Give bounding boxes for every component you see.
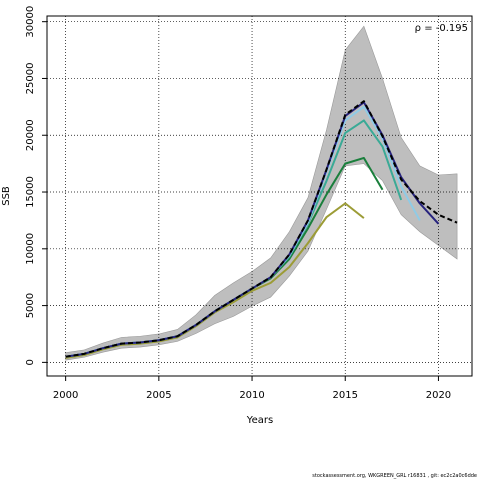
y-tick-label: 25000 bbox=[25, 63, 36, 95]
footer-credit: stockassessment.org, WKGREEN_GRL r16831 … bbox=[312, 473, 477, 479]
x-tick-label: 2015 bbox=[333, 390, 358, 401]
y-axis-label: SSB bbox=[1, 186, 12, 206]
rho-annotation: ρ = -0.195 bbox=[415, 23, 468, 34]
y-tick-label: 30000 bbox=[25, 6, 36, 38]
x-tick-label: 2000 bbox=[53, 390, 78, 401]
x-axis-label: Years bbox=[246, 415, 273, 426]
grid-layer bbox=[47, 16, 472, 376]
x-tick-label: 2020 bbox=[426, 390, 451, 401]
series-line-olive bbox=[65, 202, 365, 359]
series-layer bbox=[65, 100, 458, 359]
y-tick-label: 5000 bbox=[25, 293, 36, 318]
series-line-black bbox=[65, 100, 458, 358]
y-tick-label: 0 bbox=[25, 359, 36, 365]
y-tick-label: 15000 bbox=[25, 176, 36, 208]
y-tick-label: 10000 bbox=[25, 233, 36, 265]
y-tick-label: 20000 bbox=[25, 119, 36, 151]
x-tick-label: 2010 bbox=[239, 390, 264, 401]
plot-frame bbox=[46, 15, 473, 377]
x-axis: 2000 2005 2010 2015 2020 bbox=[53, 376, 451, 401]
x-tick-label: 2005 bbox=[146, 390, 171, 401]
y-axis: 0 5000 10000 15000 20000 25000 30000 bbox=[25, 6, 47, 366]
